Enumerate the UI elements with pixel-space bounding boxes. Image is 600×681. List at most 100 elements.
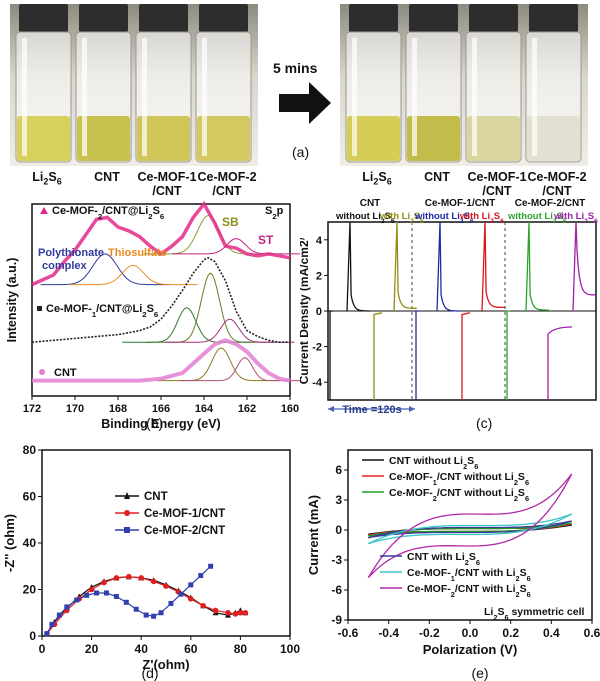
legend-label: Ce-MOF-2/CNT without Li2S6 <box>389 487 529 503</box>
y-axis-label: Current Density (mA/cm2) <box>300 237 311 384</box>
data-point <box>151 613 157 619</box>
data-point <box>88 586 95 593</box>
x-tick-label: 164 <box>195 403 214 415</box>
cell-note: Li2S6 symmetric cell <box>484 606 585 622</box>
series-label: CNT <box>54 367 77 379</box>
data-point <box>242 609 249 616</box>
legend-label: Ce-MOF-1/CNT with Li2S6 <box>407 567 531 583</box>
st-label: ST <box>258 233 274 247</box>
data-point <box>225 609 231 616</box>
condition-label: with Li2S6 <box>553 211 598 225</box>
data-point <box>143 612 149 618</box>
x-axis-label: Z'(ohm) <box>142 657 189 672</box>
panel-e-tag: (e) <box>471 665 488 681</box>
vial-highlight <box>142 38 147 156</box>
vial-cap <box>409 4 458 32</box>
legend-marker <box>39 369 45 375</box>
vial-liquid <box>77 116 130 161</box>
x-tick-label: 0.4 <box>543 626 560 640</box>
y-axis-label: -Z'' (ohm) <box>2 514 17 572</box>
group-label: CNT <box>360 198 381 209</box>
vial-cap <box>529 4 578 32</box>
vial-label: Li2S6 <box>32 170 62 187</box>
vial-cap <box>469 4 518 32</box>
data-point <box>113 593 119 599</box>
cv-loop <box>368 513 573 545</box>
current-trace <box>506 310 510 400</box>
data-point <box>64 604 70 610</box>
y-tick-label: 0 <box>335 523 342 537</box>
panel-a-tag: (a) <box>292 144 310 160</box>
data-point <box>188 596 194 602</box>
vials-photo-before <box>10 4 258 166</box>
data-point <box>74 597 80 603</box>
vial-liquid <box>197 116 250 161</box>
data-point <box>198 573 204 579</box>
y-tick-label: -2 <box>312 342 322 354</box>
y-tick-label: 40 <box>23 536 37 550</box>
time-scale-arrow <box>409 406 415 412</box>
x-tick-label: 168 <box>109 403 127 415</box>
data-point <box>150 578 157 585</box>
vial-label: CNT <box>424 170 450 184</box>
legend-marker <box>124 527 130 533</box>
data-point <box>84 592 90 598</box>
panel-d-tag: (d) <box>141 665 158 681</box>
vial-highlight <box>82 38 87 156</box>
vial-cap <box>19 4 68 32</box>
condition-label: with Li2S6 <box>459 211 504 225</box>
x-tick-label: 0.2 <box>502 626 519 640</box>
condition-label: without Li2S6 <box>507 211 567 225</box>
y-tick-label: 2 <box>316 270 322 282</box>
current-trace <box>436 221 460 312</box>
polythionate-label: Polythionate <box>38 247 104 259</box>
data-point <box>178 591 184 597</box>
y-tick-label: 4 <box>316 235 323 247</box>
vial-liquid <box>527 116 580 161</box>
fit-component <box>40 253 170 286</box>
thiosulfate-label: Thiosulfate <box>108 247 167 259</box>
current-trace <box>525 221 549 312</box>
series-line <box>31 256 290 343</box>
legend-marker <box>124 492 130 499</box>
vials-photo-after <box>340 4 588 166</box>
vial-group <box>340 4 588 166</box>
data-point <box>212 607 219 614</box>
legend-marker <box>37 306 42 311</box>
data-point <box>200 602 206 609</box>
vials-before-drawing <box>10 4 258 166</box>
xps-chart: 172 170 168 166 164 162 160 Binding Energy (eV)… <box>5 200 300 431</box>
vial-label: Ce-MOF-1/CNT <box>137 170 197 198</box>
y-axis-label: Intensity (a.u.) <box>5 258 19 343</box>
time-scale-label: Time =120s <box>342 404 401 416</box>
current-trace <box>572 221 596 312</box>
x-tick-label: -0.2 <box>419 626 440 640</box>
current-trace <box>481 221 505 312</box>
cv-loop <box>368 520 572 539</box>
data-point <box>163 583 169 589</box>
nyquist-chart: 0 20 40 60 80 100 0 20 40 60 80 Z'(ohm) -Z'' (ohm) CN… <box>2 443 300 681</box>
vial-liquid <box>347 116 400 161</box>
data-point <box>133 606 139 612</box>
vial-cap <box>349 4 398 32</box>
vial-cap <box>199 4 248 32</box>
data-point <box>103 590 109 596</box>
legend-marker <box>40 207 48 214</box>
vial-liquid <box>407 116 460 161</box>
cv-loop <box>367 473 573 579</box>
legend-label: CNT <box>144 491 168 503</box>
x-tick-label: 0 <box>39 642 46 656</box>
right-arrow-icon <box>279 82 331 124</box>
cv-chart: -0.6 -0.4 -0.2 0.0 0.2 0.4 0.6 -9 -6 -3 0 3 6 Polariz… <box>306 449 600 681</box>
series-line <box>46 576 246 635</box>
fit-component <box>165 318 295 343</box>
data-point <box>101 579 107 586</box>
vial-liquid <box>467 116 520 161</box>
data-point <box>158 610 164 616</box>
y-tick-label: 20 <box>23 583 37 597</box>
vial-highlight <box>532 38 537 156</box>
x-axis-label: Polarization (V) <box>423 642 518 657</box>
data-point <box>56 612 62 618</box>
current-trace <box>547 326 573 400</box>
current-trace <box>373 312 383 400</box>
